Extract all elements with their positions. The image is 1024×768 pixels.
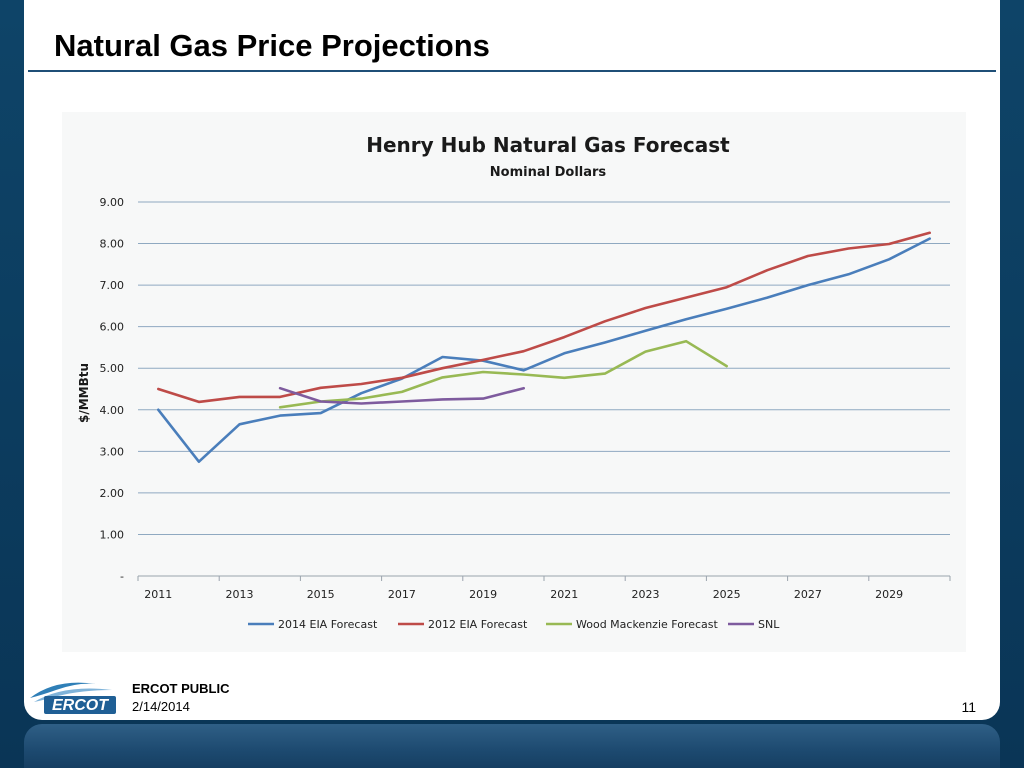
ercot-logo: ERCOT <box>30 682 116 714</box>
chart-subtitle: Nominal Dollars <box>490 165 607 180</box>
chart-area: Henry Hub Natural Gas Forecast Nominal Do… <box>62 112 966 652</box>
series-line-1 <box>157 237 932 464</box>
x-tick-label: 2011 <box>144 588 172 601</box>
legend-label: SNL <box>758 618 780 631</box>
bottom-bar <box>24 724 1000 768</box>
legend-label: Wood Mackenzie Forecast <box>576 618 718 631</box>
x-tick-label: 2013 <box>226 588 254 601</box>
y-tick-label: 6.00 <box>100 321 125 334</box>
series-line-3 <box>278 339 729 409</box>
y-tick-label: 3.00 <box>100 445 125 458</box>
legend-label: 2014 EIA Forecast <box>278 618 378 631</box>
x-tick-label: 2021 <box>550 588 578 601</box>
legend-label: 2012 EIA Forecast <box>428 618 528 631</box>
page-number: 11 <box>961 699 976 715</box>
x-tick-label: 2023 <box>632 588 660 601</box>
title-divider <box>28 70 996 72</box>
y-tick-label: 1.00 <box>100 528 125 541</box>
footer-date: 2/14/2014 <box>132 699 190 714</box>
y-tick-label: 5.00 <box>100 362 125 375</box>
x-tick-label: 2019 <box>469 588 497 601</box>
x-tick-label: 2027 <box>794 588 822 601</box>
henry-hub-chart: Henry Hub Natural Gas Forecast Nominal Do… <box>77 133 951 631</box>
y-tick-label: 2.00 <box>100 487 125 500</box>
y-tick-label: - <box>120 570 124 583</box>
series-line-2 <box>157 231 932 404</box>
chart-title: Henry Hub Natural Gas Forecast <box>366 133 730 157</box>
y-axis-title: $/MMBtu <box>77 363 91 423</box>
y-tick-label: 9.00 <box>100 196 125 209</box>
page-title: Natural Gas Price Projections <box>54 28 490 63</box>
x-tick-label: 2025 <box>713 588 741 601</box>
footer-classification: ERCOT PUBLIC <box>132 681 230 696</box>
y-tick-label: 8.00 <box>100 238 125 251</box>
series-line-4 <box>278 386 526 405</box>
x-tick-label: 2015 <box>307 588 335 601</box>
x-tick-label: 2017 <box>388 588 416 601</box>
logo-text: ERCOT <box>52 697 109 714</box>
y-tick-label: 7.00 <box>100 279 125 292</box>
x-tick-label: 2029 <box>875 588 903 601</box>
y-tick-label: 4.00 <box>100 404 125 417</box>
